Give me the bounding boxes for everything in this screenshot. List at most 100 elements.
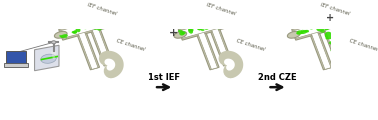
Ellipse shape xyxy=(74,30,77,32)
Polygon shape xyxy=(308,28,333,70)
Ellipse shape xyxy=(255,13,259,16)
Ellipse shape xyxy=(301,32,303,33)
Ellipse shape xyxy=(228,22,233,25)
Ellipse shape xyxy=(325,23,330,27)
Ellipse shape xyxy=(366,9,378,16)
Ellipse shape xyxy=(333,53,337,55)
Ellipse shape xyxy=(350,17,354,19)
Ellipse shape xyxy=(227,19,230,21)
Ellipse shape xyxy=(296,33,299,34)
Ellipse shape xyxy=(363,14,366,16)
Polygon shape xyxy=(292,7,375,40)
Polygon shape xyxy=(209,24,233,66)
Ellipse shape xyxy=(84,27,87,29)
Polygon shape xyxy=(76,28,99,70)
Ellipse shape xyxy=(72,31,77,33)
Ellipse shape xyxy=(325,32,333,39)
Ellipse shape xyxy=(138,14,141,16)
Text: IEF channel: IEF channel xyxy=(206,2,237,16)
Ellipse shape xyxy=(79,27,81,28)
Ellipse shape xyxy=(331,44,335,47)
Ellipse shape xyxy=(342,24,344,25)
Ellipse shape xyxy=(197,26,203,30)
Ellipse shape xyxy=(60,36,62,37)
Ellipse shape xyxy=(41,54,56,63)
Ellipse shape xyxy=(216,26,221,29)
Ellipse shape xyxy=(332,53,336,55)
Ellipse shape xyxy=(86,23,90,25)
Ellipse shape xyxy=(174,31,187,38)
Polygon shape xyxy=(59,9,141,39)
Polygon shape xyxy=(195,28,219,70)
Ellipse shape xyxy=(362,17,365,19)
Ellipse shape xyxy=(105,20,110,24)
Ellipse shape xyxy=(229,18,238,22)
Ellipse shape xyxy=(214,27,217,29)
Ellipse shape xyxy=(308,26,311,28)
Ellipse shape xyxy=(333,49,338,54)
Polygon shape xyxy=(34,45,59,71)
Ellipse shape xyxy=(303,30,307,32)
Ellipse shape xyxy=(205,24,210,27)
Ellipse shape xyxy=(122,16,125,18)
Ellipse shape xyxy=(123,12,129,17)
Ellipse shape xyxy=(253,9,265,16)
Text: +: + xyxy=(326,13,335,23)
Polygon shape xyxy=(324,25,345,66)
Ellipse shape xyxy=(243,14,249,18)
Ellipse shape xyxy=(101,22,108,26)
Text: CE channel: CE channel xyxy=(349,38,378,52)
Ellipse shape xyxy=(336,57,339,59)
Ellipse shape xyxy=(133,9,146,16)
Text: IEF channel: IEF channel xyxy=(87,2,117,16)
Ellipse shape xyxy=(134,17,137,18)
Ellipse shape xyxy=(328,24,330,26)
Ellipse shape xyxy=(329,41,334,44)
Ellipse shape xyxy=(305,30,309,33)
Polygon shape xyxy=(292,9,374,39)
Ellipse shape xyxy=(86,23,91,29)
Ellipse shape xyxy=(197,25,200,27)
Ellipse shape xyxy=(326,24,330,27)
Ellipse shape xyxy=(121,14,125,16)
Ellipse shape xyxy=(221,20,230,26)
Ellipse shape xyxy=(93,25,99,30)
Ellipse shape xyxy=(348,21,353,24)
Ellipse shape xyxy=(78,28,80,29)
Polygon shape xyxy=(210,25,231,66)
Ellipse shape xyxy=(188,28,193,34)
Ellipse shape xyxy=(233,14,241,21)
Ellipse shape xyxy=(118,17,124,22)
Ellipse shape xyxy=(340,60,342,62)
Ellipse shape xyxy=(287,31,300,38)
Ellipse shape xyxy=(201,29,204,31)
Polygon shape xyxy=(51,51,56,59)
Ellipse shape xyxy=(359,15,364,19)
Ellipse shape xyxy=(246,15,251,18)
Ellipse shape xyxy=(363,14,365,16)
Ellipse shape xyxy=(331,49,335,52)
Ellipse shape xyxy=(197,27,202,30)
Ellipse shape xyxy=(243,16,247,19)
Ellipse shape xyxy=(301,30,307,34)
Polygon shape xyxy=(178,7,261,40)
Ellipse shape xyxy=(235,18,239,20)
Polygon shape xyxy=(179,9,260,39)
Ellipse shape xyxy=(60,34,68,38)
Ellipse shape xyxy=(178,30,183,33)
Ellipse shape xyxy=(340,60,344,62)
Ellipse shape xyxy=(112,20,117,22)
Ellipse shape xyxy=(59,35,62,37)
Polygon shape xyxy=(59,7,142,40)
Ellipse shape xyxy=(54,31,67,38)
Ellipse shape xyxy=(254,13,261,18)
Ellipse shape xyxy=(337,56,342,63)
Ellipse shape xyxy=(326,25,330,28)
Ellipse shape xyxy=(203,24,209,30)
Ellipse shape xyxy=(97,28,101,31)
Ellipse shape xyxy=(231,18,235,21)
Ellipse shape xyxy=(65,37,67,39)
Ellipse shape xyxy=(75,26,81,32)
Ellipse shape xyxy=(113,17,118,20)
Ellipse shape xyxy=(119,20,123,22)
